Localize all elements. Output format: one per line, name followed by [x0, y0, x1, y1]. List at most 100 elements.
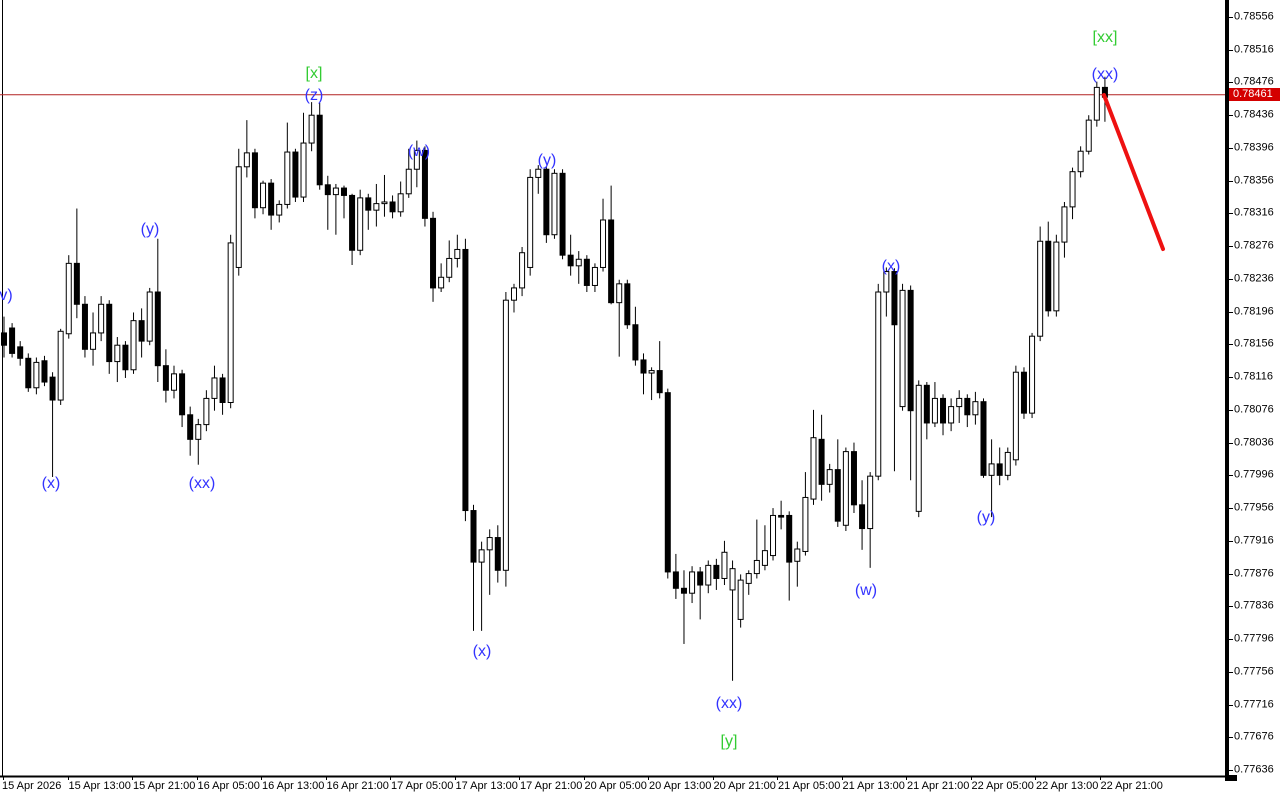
- price-axis-tick: [1229, 377, 1233, 379]
- candle-body: [300, 142, 307, 198]
- candle-body: [624, 283, 631, 326]
- time-axis-label: 20 Apr 05:00: [584, 780, 647, 792]
- candle-body: [284, 151, 291, 205]
- price-axis-tick: [1229, 311, 1233, 313]
- price-axis-tick: [1229, 278, 1233, 280]
- time-axis-label: 17 Apr 05:00: [391, 780, 454, 792]
- candle-body: [381, 201, 388, 205]
- time-axis-tick: [1035, 776, 1036, 780]
- candle-body: [810, 437, 817, 500]
- current-price-label: 0.78461: [1233, 88, 1273, 100]
- projection-trendline: [1102, 93, 1165, 251]
- candle-body: [211, 377, 218, 399]
- time-axis-label: 22 Apr 21:00: [1100, 780, 1163, 792]
- candle-body: [397, 193, 404, 213]
- price-axis-tick: [1229, 246, 1233, 248]
- time-axis-tick: [196, 776, 198, 780]
- price-axis-label: 0.77876: [1234, 567, 1274, 580]
- price-axis-label: 0.78196: [1234, 305, 1274, 318]
- candle-body: [146, 291, 153, 342]
- candle-body: [486, 537, 493, 551]
- candle-body: [340, 187, 347, 196]
- candle-body: [931, 397, 938, 424]
- candle-body: [729, 568, 736, 591]
- wave-label: (xx): [1091, 66, 1119, 83]
- price-axis-tick: [1229, 770, 1233, 771]
- candle-body: [195, 424, 202, 440]
- wave-label: [xx]: [1092, 29, 1118, 46]
- candle-body: [9, 327, 16, 354]
- candle-body: [332, 187, 339, 196]
- candle-body: [122, 344, 129, 371]
- candle-body: [842, 451, 849, 526]
- price-axis-tick: [1229, 115, 1233, 117]
- candle-body: [591, 266, 598, 286]
- candle-body: [616, 283, 623, 304]
- wave-label: (x): [881, 258, 901, 275]
- candle-body: [73, 262, 80, 305]
- candle-body: [745, 573, 752, 584]
- price-axis-tick: [1229, 671, 1233, 673]
- candle-body: [203, 397, 210, 426]
- candle-body: [859, 504, 866, 530]
- time-axis-tick: [261, 776, 262, 780]
- candle-body: [850, 451, 857, 506]
- candle-body: [227, 242, 234, 404]
- price-axis-tick: [1229, 409, 1233, 411]
- candle-body: [559, 172, 566, 256]
- wave-label: (y): [537, 152, 557, 169]
- candle-body: [49, 376, 56, 401]
- candle-body: [713, 564, 720, 579]
- price-axis-label: 0.78156: [1234, 337, 1274, 350]
- candle-body: [268, 182, 275, 216]
- candle-body: [251, 152, 258, 209]
- candle-body: [761, 550, 768, 566]
- candle-body: [276, 203, 283, 216]
- candle-body: [583, 258, 590, 286]
- wave-label: [y]: [720, 733, 738, 750]
- price-axis-label: 0.77956: [1234, 501, 1274, 514]
- candle-body: [802, 496, 809, 552]
- candle-body: [438, 276, 445, 289]
- candle-body: [778, 514, 785, 518]
- time-axis-tick: [454, 776, 456, 780]
- time-axis-label: 22 Apr 13:00: [1036, 780, 1099, 792]
- time-axis-tick: [3, 776, 4, 780]
- candle-body: [33, 361, 40, 389]
- price-axis-label: 0.78036: [1234, 436, 1274, 449]
- candle-body: [41, 360, 48, 383]
- candle-body: [656, 370, 663, 394]
- price-axis-tick: [1229, 508, 1233, 510]
- candle-body: [883, 271, 890, 293]
- candle-body: [154, 291, 161, 367]
- candle-body: [324, 184, 331, 196]
- price-axis-tick: [1229, 180, 1233, 182]
- candle-body: [446, 257, 453, 278]
- candle-body: [454, 248, 461, 259]
- candle-body: [834, 469, 841, 522]
- candle-body: [106, 303, 113, 363]
- candle-body: [373, 203, 380, 211]
- time-axis-tick: [648, 776, 649, 780]
- candle-body: [600, 219, 607, 268]
- candle-body: [219, 377, 226, 404]
- candle-body: [357, 197, 364, 251]
- candle-body: [964, 397, 971, 416]
- price-axis-label: 0.77636: [1234, 763, 1274, 776]
- price-axis-tick: [1229, 606, 1233, 608]
- candle-body: [980, 401, 987, 476]
- price-axis-tick: [1229, 49, 1233, 51]
- candle-body: [187, 414, 194, 440]
- wave-label: [x]: [305, 65, 323, 82]
- price-axis-label: 0.78116: [1234, 370, 1273, 383]
- price-axis-label: 0.77836: [1234, 599, 1274, 612]
- candle-body: [81, 303, 88, 350]
- time-axis-label: 21 Apr 05:00: [778, 780, 841, 792]
- wave-label: (y): [140, 221, 160, 238]
- price-axis-tick: [1229, 17, 1233, 18]
- candle-body: [648, 370, 655, 374]
- time-axis-label: 15 Apr 2026: [2, 780, 62, 792]
- candle-body: [672, 571, 679, 589]
- candle-body: [179, 373, 186, 416]
